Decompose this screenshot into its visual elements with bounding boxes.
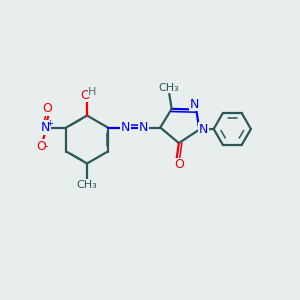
Text: N: N — [41, 121, 50, 134]
Text: H: H — [88, 87, 97, 97]
Text: O: O — [80, 88, 90, 102]
Text: N: N — [139, 121, 148, 134]
Text: N: N — [190, 98, 200, 111]
Text: N: N — [199, 123, 208, 136]
Text: O: O — [175, 158, 184, 172]
Text: O: O — [36, 140, 46, 153]
Text: CH₃: CH₃ — [76, 179, 98, 190]
Text: CH₃: CH₃ — [158, 83, 179, 93]
Text: N: N — [121, 121, 130, 134]
Text: O: O — [42, 102, 52, 116]
Text: -: - — [45, 141, 48, 152]
Text: +: + — [46, 119, 53, 128]
